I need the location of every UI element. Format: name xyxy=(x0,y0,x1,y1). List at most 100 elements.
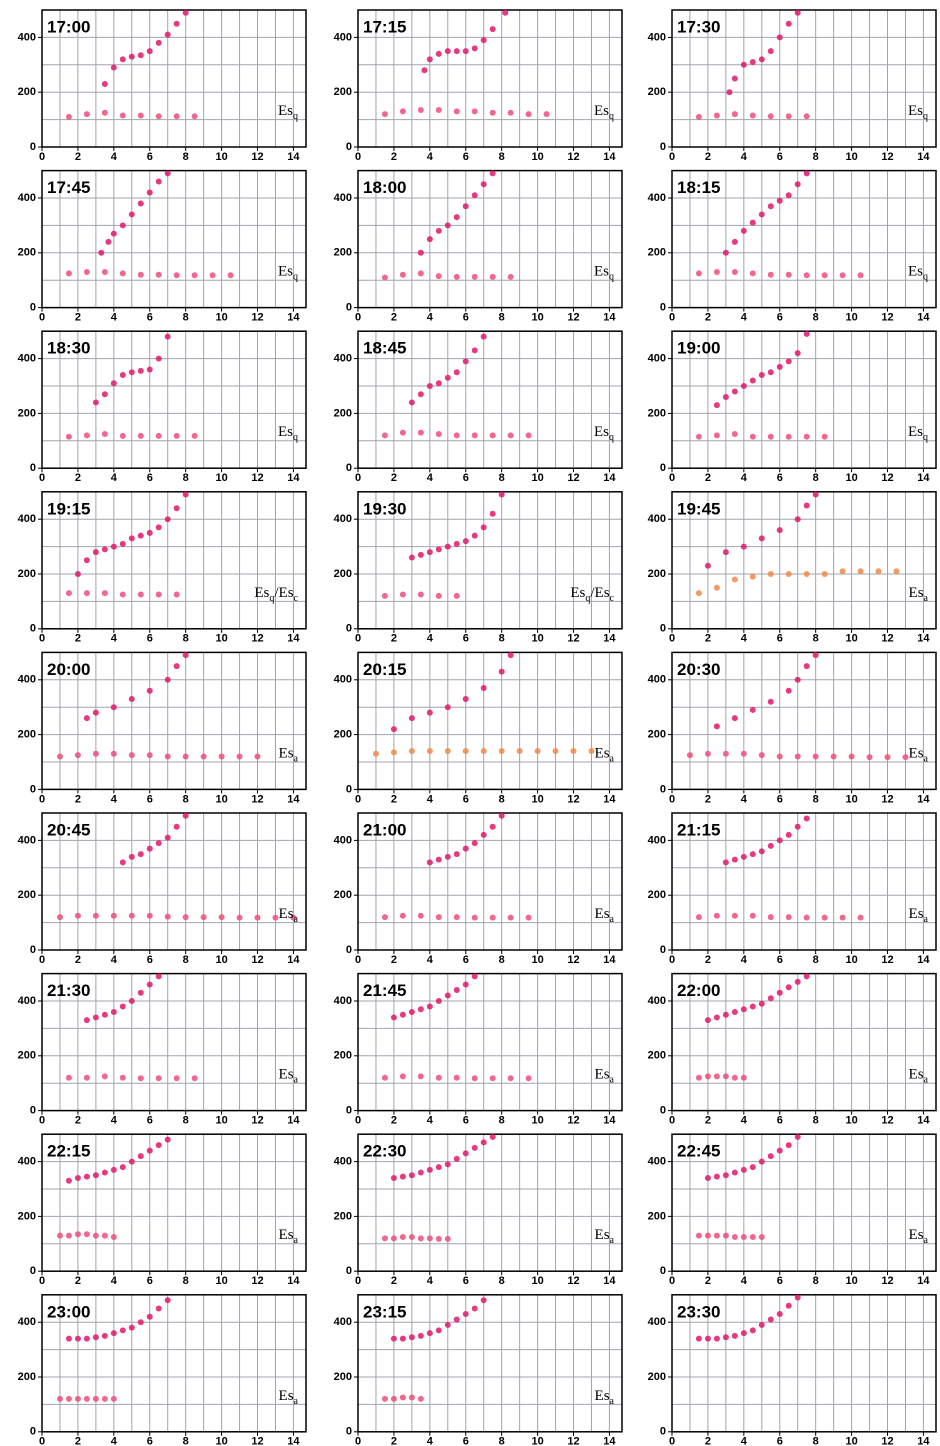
x-tick-label: 12 xyxy=(567,472,579,484)
y-tick-label: 200 xyxy=(648,247,666,259)
echo-point xyxy=(93,913,99,919)
echo-point xyxy=(499,748,505,754)
x-tick-label: 12 xyxy=(881,312,893,324)
echo-point xyxy=(436,998,442,1004)
echo-point xyxy=(427,56,433,62)
y-tick-label: 400 xyxy=(18,513,36,525)
echo-point xyxy=(418,1396,424,1402)
echo-point xyxy=(768,203,774,209)
panel-time: 17:45 xyxy=(47,178,90,197)
y-tick-label: 0 xyxy=(660,623,666,635)
echo-point xyxy=(156,179,162,185)
echo-point xyxy=(786,571,792,577)
echo-point xyxy=(714,269,720,275)
echo-point xyxy=(120,433,126,439)
x-tick-label: 14 xyxy=(917,633,930,645)
x-tick-label: 8 xyxy=(183,1436,189,1446)
echo-point xyxy=(472,840,478,846)
echo-point xyxy=(535,748,541,754)
x-tick-label: 6 xyxy=(147,793,153,805)
x-tick-label: 6 xyxy=(777,472,783,484)
echo-point xyxy=(463,203,469,209)
echo-point xyxy=(129,1159,135,1165)
panel: 02468101214020040019:45Esa xyxy=(648,492,936,645)
echo-point xyxy=(723,1073,729,1079)
x-tick-label: 12 xyxy=(567,312,579,324)
echo-point xyxy=(759,56,765,62)
echo-point xyxy=(768,914,774,920)
echo-point xyxy=(445,1161,451,1167)
echo-point xyxy=(436,593,442,599)
label-text: Es xyxy=(278,424,293,440)
echo-point xyxy=(705,1073,711,1079)
panel: 02468101214020040019:00Esq xyxy=(648,331,936,484)
x-tick-label: 2 xyxy=(705,1436,711,1446)
echo-point xyxy=(210,272,216,278)
echo-point xyxy=(174,505,180,511)
echo-point xyxy=(111,380,117,386)
x-tick-label: 2 xyxy=(705,1275,711,1287)
echo-point xyxy=(858,915,864,921)
echo-point xyxy=(138,368,144,374)
echo-point xyxy=(219,914,225,920)
x-tick-label: 14 xyxy=(603,793,616,805)
x-tick-label: 6 xyxy=(147,633,153,645)
y-tick-label: 400 xyxy=(648,1156,666,1168)
echo-point xyxy=(84,432,90,438)
echo-point xyxy=(472,1075,478,1081)
y-tick-label: 400 xyxy=(648,31,666,43)
x-tick-label: 14 xyxy=(917,1275,930,1287)
label-text: Es xyxy=(909,906,924,922)
echo-point xyxy=(147,913,153,919)
x-tick-label: 14 xyxy=(287,954,300,966)
x-tick-label: 0 xyxy=(355,793,361,805)
echo-point xyxy=(463,846,469,852)
x-tick-label: 6 xyxy=(777,954,783,966)
x-tick-label: 12 xyxy=(881,1275,893,1287)
echo-point xyxy=(750,59,756,65)
y-tick-label: 400 xyxy=(648,1316,666,1328)
echo-point xyxy=(840,568,846,574)
echo-point xyxy=(472,347,478,353)
echo-point xyxy=(472,533,478,539)
x-tick-label: 2 xyxy=(705,793,711,805)
echo-point xyxy=(705,1017,711,1023)
y-tick-label: 400 xyxy=(334,353,352,365)
echo-point xyxy=(741,383,747,389)
echo-point xyxy=(111,1396,117,1402)
x-tick-label: 2 xyxy=(75,312,81,324)
echo-point xyxy=(445,854,451,860)
label-subscript: a xyxy=(924,1075,929,1086)
panel: 02468101214020040018:00Esq xyxy=(334,170,622,323)
x-tick-label: 0 xyxy=(39,1436,45,1446)
y-tick-label: 200 xyxy=(334,86,352,98)
echo-point xyxy=(714,1073,720,1079)
x-tick-label: 14 xyxy=(287,1275,300,1287)
panel-time: 19:00 xyxy=(677,339,720,358)
panel-time: 21:15 xyxy=(677,820,720,839)
echo-point xyxy=(759,1322,765,1328)
echo-point xyxy=(400,1012,406,1018)
echo-point xyxy=(436,431,442,437)
y-tick-label: 0 xyxy=(30,623,36,635)
x-tick-label: 14 xyxy=(287,633,300,645)
echo-point xyxy=(120,112,126,118)
echo-point xyxy=(418,592,424,598)
echo-point xyxy=(427,1167,433,1173)
x-tick-label: 8 xyxy=(499,1436,505,1446)
echo-point xyxy=(138,533,144,539)
echo-point xyxy=(831,754,837,760)
echo-point xyxy=(481,832,487,838)
echo-point xyxy=(741,751,747,757)
echo-point xyxy=(421,67,427,73)
echo-point xyxy=(795,1134,801,1140)
echo-point xyxy=(418,430,424,436)
echo-point xyxy=(687,752,693,758)
panel-time: 23:15 xyxy=(363,1302,406,1321)
x-tick-label: 4 xyxy=(741,312,748,324)
y-tick-label: 400 xyxy=(648,674,666,686)
echo-point xyxy=(849,754,855,760)
echo-point xyxy=(102,546,108,552)
echo-point xyxy=(102,110,108,116)
echo-point xyxy=(454,369,460,375)
